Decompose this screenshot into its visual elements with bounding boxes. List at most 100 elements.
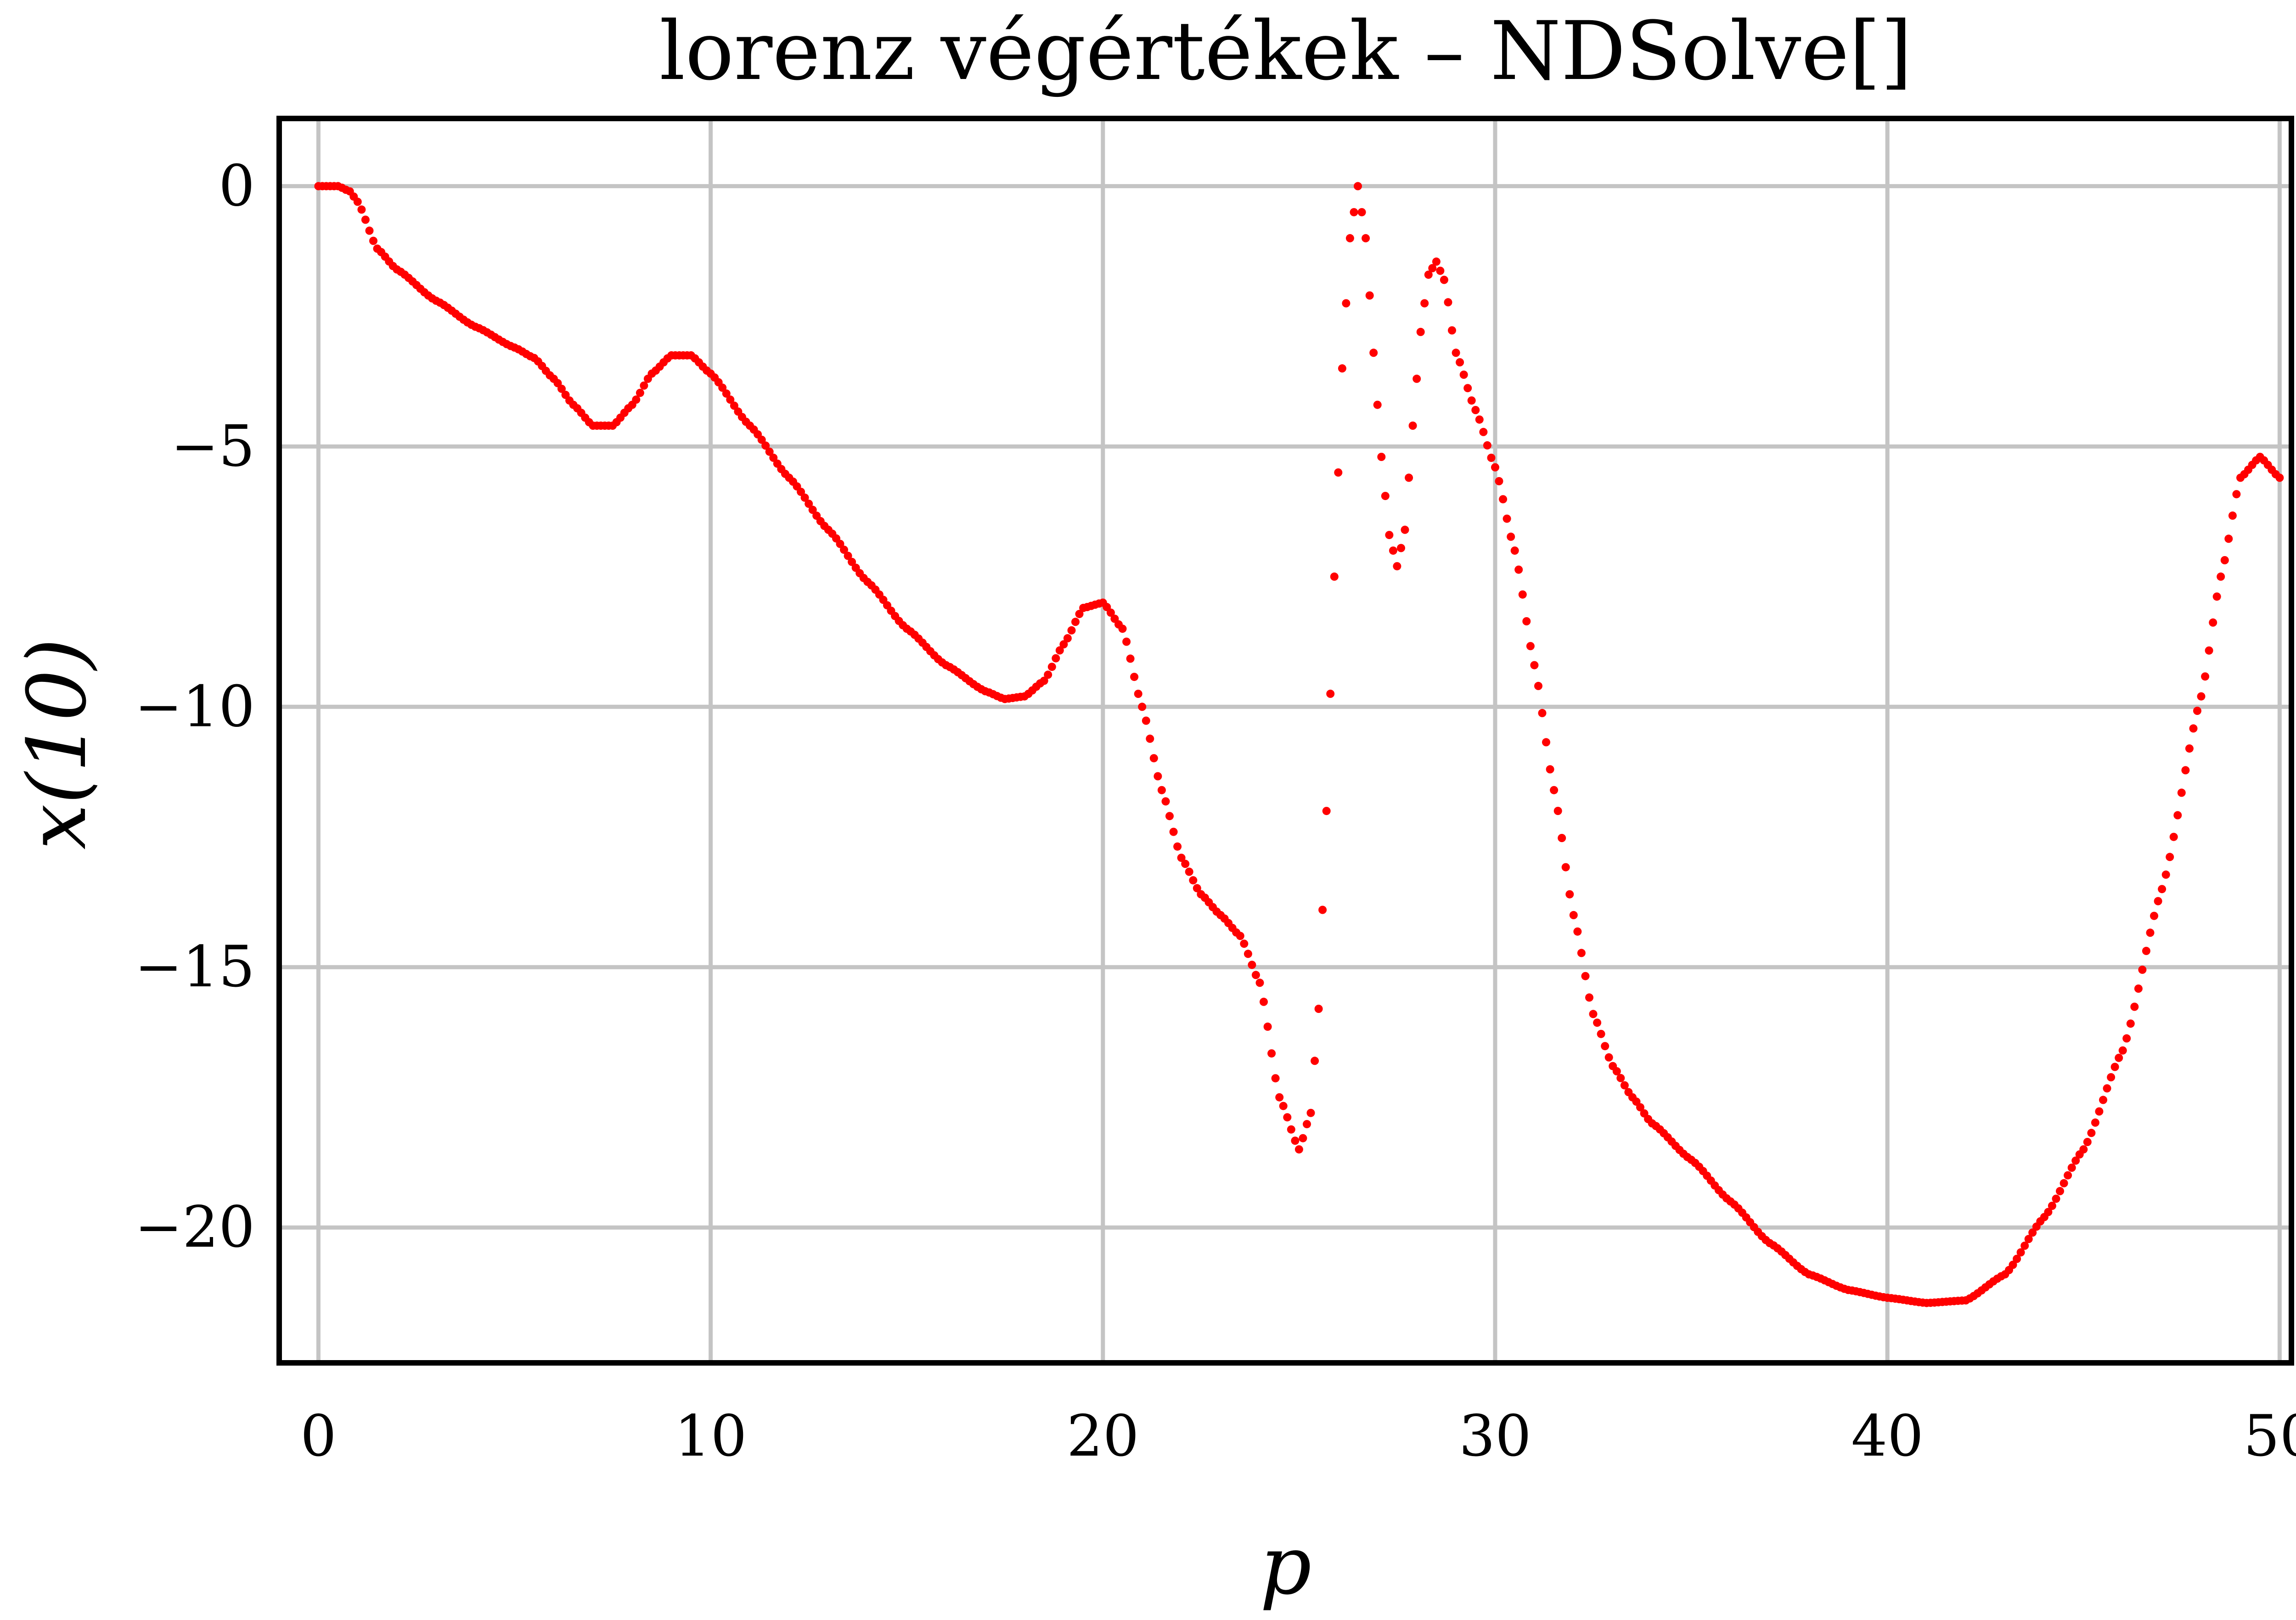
- data-point: [1345, 234, 1354, 242]
- data-point: [2193, 707, 2201, 715]
- data-point: [1362, 234, 1370, 242]
- data-point: [2130, 1002, 2139, 1011]
- data-point: [1075, 610, 1084, 619]
- data-point: [1620, 1081, 1629, 1090]
- data-point: [1146, 734, 1154, 743]
- data-point: [1189, 876, 1198, 885]
- data-point: [1389, 546, 1397, 555]
- data-point: [1495, 477, 1503, 485]
- data-point: [1550, 786, 1559, 794]
- data-point: [1106, 608, 1115, 617]
- data-point: [1255, 979, 1264, 987]
- data-point: [2052, 1194, 2060, 1203]
- data-point: [1448, 326, 1456, 335]
- data-point: [1569, 911, 1578, 919]
- data-point: [2118, 1046, 2127, 1055]
- data-point: [636, 388, 644, 397]
- data-point: [1573, 927, 1582, 936]
- data-point: [1577, 949, 1586, 957]
- data-point: [2209, 618, 2217, 627]
- data-point: [2091, 1118, 2099, 1127]
- data-point: [1067, 626, 1076, 635]
- data-point: [2169, 832, 2178, 841]
- data-point: [1122, 637, 1131, 646]
- data-point: [1134, 690, 1142, 698]
- data-point: [1381, 492, 1390, 501]
- data-point: [2020, 1241, 2029, 1250]
- data-point: [1161, 797, 1170, 806]
- data-point: [1357, 208, 1366, 217]
- data-point: [1467, 396, 1476, 405]
- x-tick-label: 20: [1067, 1403, 1139, 1469]
- data-point: [1248, 961, 1256, 969]
- data-point: [1173, 842, 1182, 851]
- data-point: [1311, 1057, 1319, 1065]
- data-point: [2224, 534, 2233, 543]
- data-point: [2205, 646, 2213, 655]
- data-point: [1397, 544, 1405, 552]
- data-point: [1063, 634, 1072, 642]
- data-point: [1275, 1093, 1284, 1102]
- data-point: [1330, 572, 1339, 581]
- x-tick-label: 40: [1851, 1403, 1924, 1469]
- data-point: [1142, 716, 1150, 725]
- data-point: [1428, 264, 1437, 272]
- data-point: [2095, 1107, 2104, 1116]
- data-point: [1456, 358, 1464, 366]
- data-point: [722, 389, 731, 398]
- data-point: [1185, 867, 1193, 876]
- data-point: [2064, 1171, 2072, 1180]
- data-point: [1483, 441, 1491, 450]
- data-point: [632, 395, 641, 404]
- data-point: [1047, 663, 1056, 671]
- data-point: [2016, 1248, 2025, 1257]
- data-point: [2013, 1254, 2021, 1263]
- data-point: [1471, 406, 1480, 414]
- data-point: [844, 551, 852, 560]
- data-point: [2212, 592, 2221, 601]
- data-point: [1350, 208, 1358, 217]
- data-point: [1377, 453, 1386, 461]
- x-axis-label: p: [1260, 1519, 1312, 1613]
- y-tick-label: −10: [135, 674, 255, 740]
- data-point: [2122, 1034, 2131, 1043]
- data-point: [2138, 965, 2147, 974]
- data-point: [800, 493, 809, 502]
- data-point: [1338, 364, 1346, 373]
- data-point: [2024, 1235, 2033, 1243]
- data-point: [1424, 270, 1433, 279]
- data-point: [2232, 490, 2241, 499]
- data-point: [1149, 754, 1158, 763]
- data-point: [1055, 646, 1064, 655]
- data-point: [1538, 709, 1547, 717]
- data-point: [357, 205, 366, 214]
- y-tick-label: −5: [171, 413, 255, 479]
- data-point: [1244, 950, 1252, 958]
- data-point: [2173, 811, 2182, 820]
- data-point: [1299, 1134, 1307, 1142]
- data-point: [2126, 1019, 2135, 1028]
- data-point: [1263, 1022, 1272, 1031]
- data-point: [2154, 897, 2162, 906]
- data-point: [1487, 454, 1496, 462]
- data-point: [765, 447, 774, 456]
- data-point: [1604, 1053, 1613, 1062]
- data-point: [848, 557, 856, 566]
- data-point: [2028, 1228, 2037, 1237]
- plot-frame: [276, 116, 2294, 1366]
- data-point: [1236, 932, 1244, 940]
- data-point: [1118, 624, 1127, 633]
- data-point: [2071, 1156, 2080, 1165]
- data-point: [2107, 1073, 2116, 1081]
- data-point: [1373, 400, 1382, 409]
- data-point: [1420, 299, 1429, 308]
- data-point: [1510, 546, 1519, 555]
- data-point: [1503, 514, 1511, 523]
- data-point: [1181, 860, 1190, 868]
- data-point: [2087, 1129, 2096, 1137]
- data-point: [1126, 654, 1135, 663]
- data-point: [1365, 291, 1374, 300]
- data-point: [1260, 997, 1268, 1006]
- data-point: [1138, 703, 1147, 711]
